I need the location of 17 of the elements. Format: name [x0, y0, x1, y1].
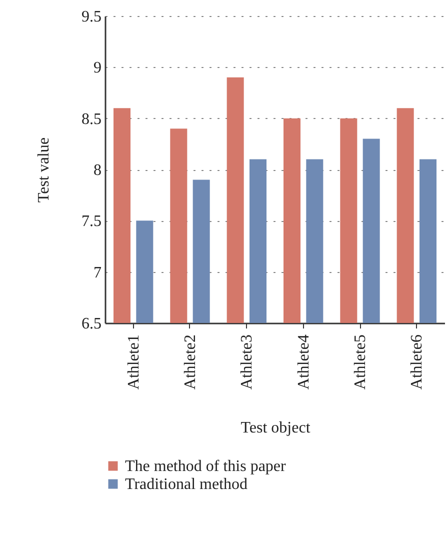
y-tick-label: 9 — [94, 60, 102, 77]
x-tick-label: Athlete2 — [182, 334, 199, 390]
y-tick-label: 6.5 — [82, 316, 102, 332]
y-tick-label: 8 — [94, 162, 102, 179]
legend-label: Traditional method — [125, 476, 248, 493]
x-tick-label: Athlete1 — [125, 334, 142, 390]
x-tick-label: Athlete5 — [352, 334, 369, 390]
x-axis-title: Test object — [240, 420, 311, 437]
x-tick-label: Athlete6 — [408, 334, 426, 390]
y-tick-label: 7.5 — [82, 213, 102, 230]
legend-label: The method of this paper — [125, 458, 287, 475]
y-tick-label: 8.5 — [82, 110, 102, 128]
x-tick-label: Athlete4 — [295, 334, 312, 390]
y-tick-label: 7 — [94, 264, 102, 282]
y-axis-title: Test value — [36, 137, 52, 203]
y-tick-label: 9.5 — [82, 8, 102, 26]
x-tick-label: Athlete3 — [238, 334, 256, 390]
